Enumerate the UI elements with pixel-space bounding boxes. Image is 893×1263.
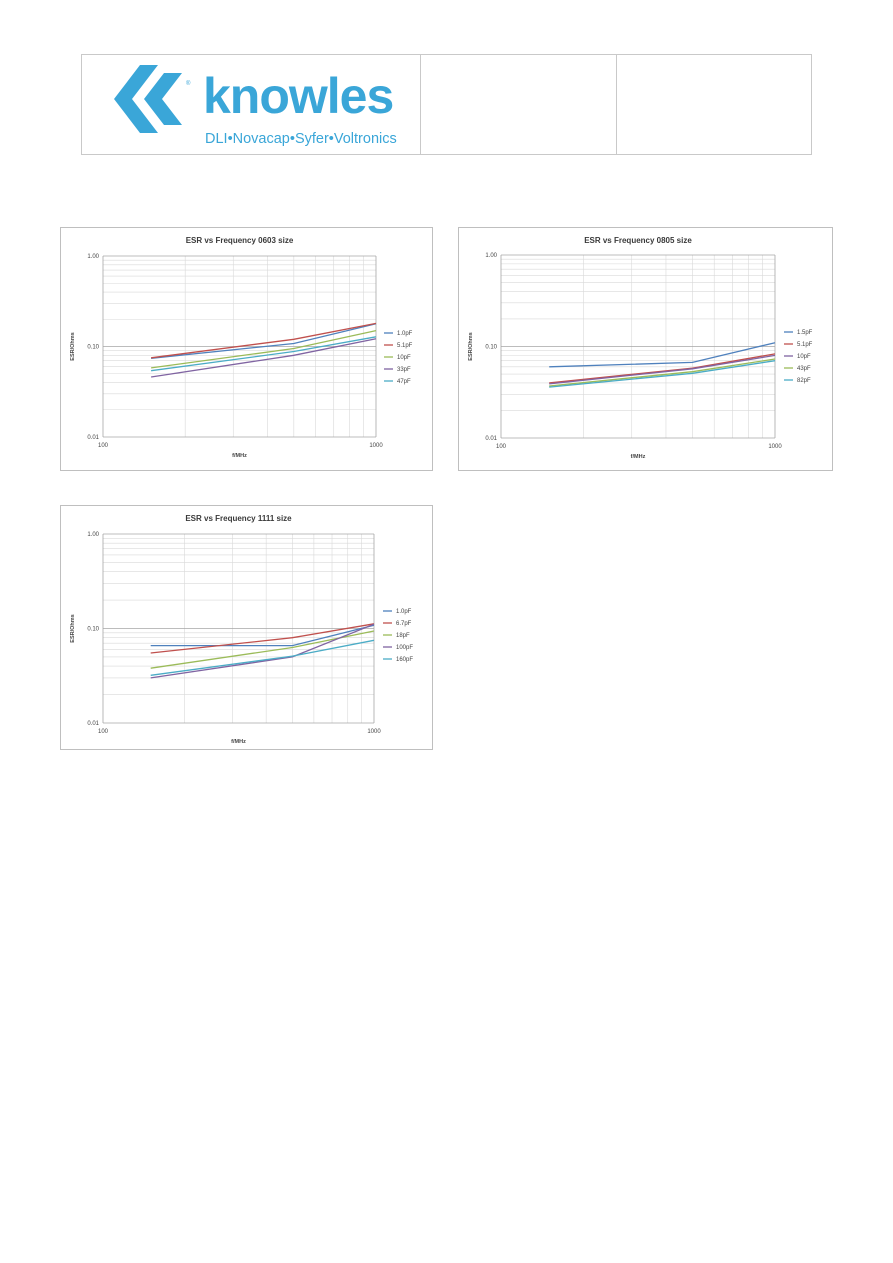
y-tick-label: 0.10 <box>87 345 99 351</box>
chart-title: ESR vs Frequency 0603 size <box>186 236 294 245</box>
chart-title: ESR vs Frequency 0805 size <box>584 236 692 245</box>
y-tick-label: 1.00 <box>87 532 99 538</box>
y-tick-label: 0.10 <box>485 345 497 351</box>
chart-esr-1111: ESR vs Frequency 1111 size 0.01 0.10 1.00 10… <box>60 505 433 750</box>
chart-svg: ESR vs Frequency 0603 size 0.01 0.10 1.00 10… <box>70 236 413 459</box>
chart-svg: ESR vs Frequency 0805 size 0.01 0.10 1.00 10… <box>468 236 813 460</box>
series-line-1.0pF <box>151 323 377 359</box>
plot-area <box>500 254 776 439</box>
x-axis-label: f/MHz <box>232 453 247 459</box>
x-axis-label: f/MHz <box>231 739 246 745</box>
chart-legend: 1.0pF 5.1pF 10pF 33pF 47pF <box>384 331 413 385</box>
chart-esr-0603: ESR vs Frequency 0603 size 0.01 0.10 1.00 10… <box>60 227 433 471</box>
y-axis-label: ESR/Ohms <box>70 332 76 360</box>
x-tick-label: 100 <box>98 729 109 735</box>
x-tick-label: 100 <box>496 444 507 450</box>
legend-entry: 10pF <box>397 355 411 361</box>
legend-entry: 5.1pF <box>797 342 813 348</box>
y-axis-label: ESR/Ohms <box>70 614 76 642</box>
x-axis-label: f/MHz <box>631 454 646 460</box>
series-line-47pF <box>151 336 377 372</box>
plot-area <box>102 255 377 438</box>
legend-entry: 1.0pF <box>396 609 412 615</box>
x-tick-label: 100 <box>98 443 109 449</box>
legend-entry: 43pF <box>797 366 811 372</box>
legend-entry: 10pF <box>797 354 811 360</box>
x-tick-label: 1000 <box>768 444 782 450</box>
series-line-1.0pF <box>150 624 375 647</box>
knowles-logo-icon <box>114 65 182 133</box>
header-cell-empty-2 <box>617 55 811 154</box>
legend-entry: 33pF <box>397 367 411 373</box>
series-line-10pF <box>549 354 776 385</box>
chart-legend: 1.0pF 6.7pF 18pF 100pF 160pF <box>383 609 413 663</box>
series-line-82pF <box>549 360 776 388</box>
logo-wordmark: knowles <box>203 68 394 124</box>
page-header: ® knowles DLI•Novacap•Syfer•Voltronics <box>81 54 812 155</box>
legend-entry: 6.7pF <box>396 621 412 627</box>
series-line-5.1pF <box>151 322 377 359</box>
registered-mark: ® <box>186 81 191 87</box>
legend-entry: 100pF <box>396 645 413 651</box>
chart-svg: ESR vs Frequency 1111 size 0.01 0.10 1.00 10… <box>70 514 413 745</box>
header-cell-empty-1 <box>421 55 617 154</box>
logo-cell: ® knowles DLI•Novacap•Syfer•Voltronics <box>82 55 421 154</box>
legend-entry: 1.5pF <box>797 330 813 336</box>
plot-area <box>102 533 375 724</box>
legend-entry: 47pF <box>397 379 411 385</box>
series-line-6.7pF <box>150 623 375 654</box>
y-tick-label: 1.00 <box>87 254 99 260</box>
series-line-1.5pF <box>549 342 776 368</box>
x-tick-label: 1000 <box>369 443 383 449</box>
y-tick-label: 0.01 <box>87 435 99 441</box>
legend-entry: 82pF <box>797 378 811 384</box>
y-tick-label: 0.01 <box>485 436 497 442</box>
legend-entry: 160pF <box>396 657 413 663</box>
x-tick-label: 1000 <box>367 729 381 735</box>
series-line-100pF <box>150 623 375 679</box>
chart-legend: 1.5pF 5.1pF 10pF 43pF 82pF <box>784 330 813 384</box>
legend-entry: 1.0pF <box>397 331 413 337</box>
chart-title: ESR vs Frequency 1111 size <box>185 514 292 523</box>
series-line-160pF <box>150 639 375 676</box>
logo-tagline: DLI•Novacap•Syfer•Voltronics <box>205 131 397 147</box>
series-line-18pF <box>150 630 375 669</box>
legend-entry: 5.1pF <box>397 343 413 349</box>
chart-esr-0805: ESR vs Frequency 0805 size 0.01 0.10 1.00 10… <box>458 227 833 471</box>
y-axis-label: ESR/Ohms <box>468 332 474 360</box>
legend-entry: 18pF <box>396 633 410 639</box>
y-tick-label: 0.01 <box>87 721 99 727</box>
y-tick-label: 1.00 <box>485 253 497 259</box>
series-line-33pF <box>151 338 377 378</box>
series-line-5.1pF <box>549 353 776 384</box>
y-tick-label: 0.10 <box>87 627 99 633</box>
series-line-43pF <box>549 358 776 387</box>
series-line-10pF <box>151 329 377 369</box>
